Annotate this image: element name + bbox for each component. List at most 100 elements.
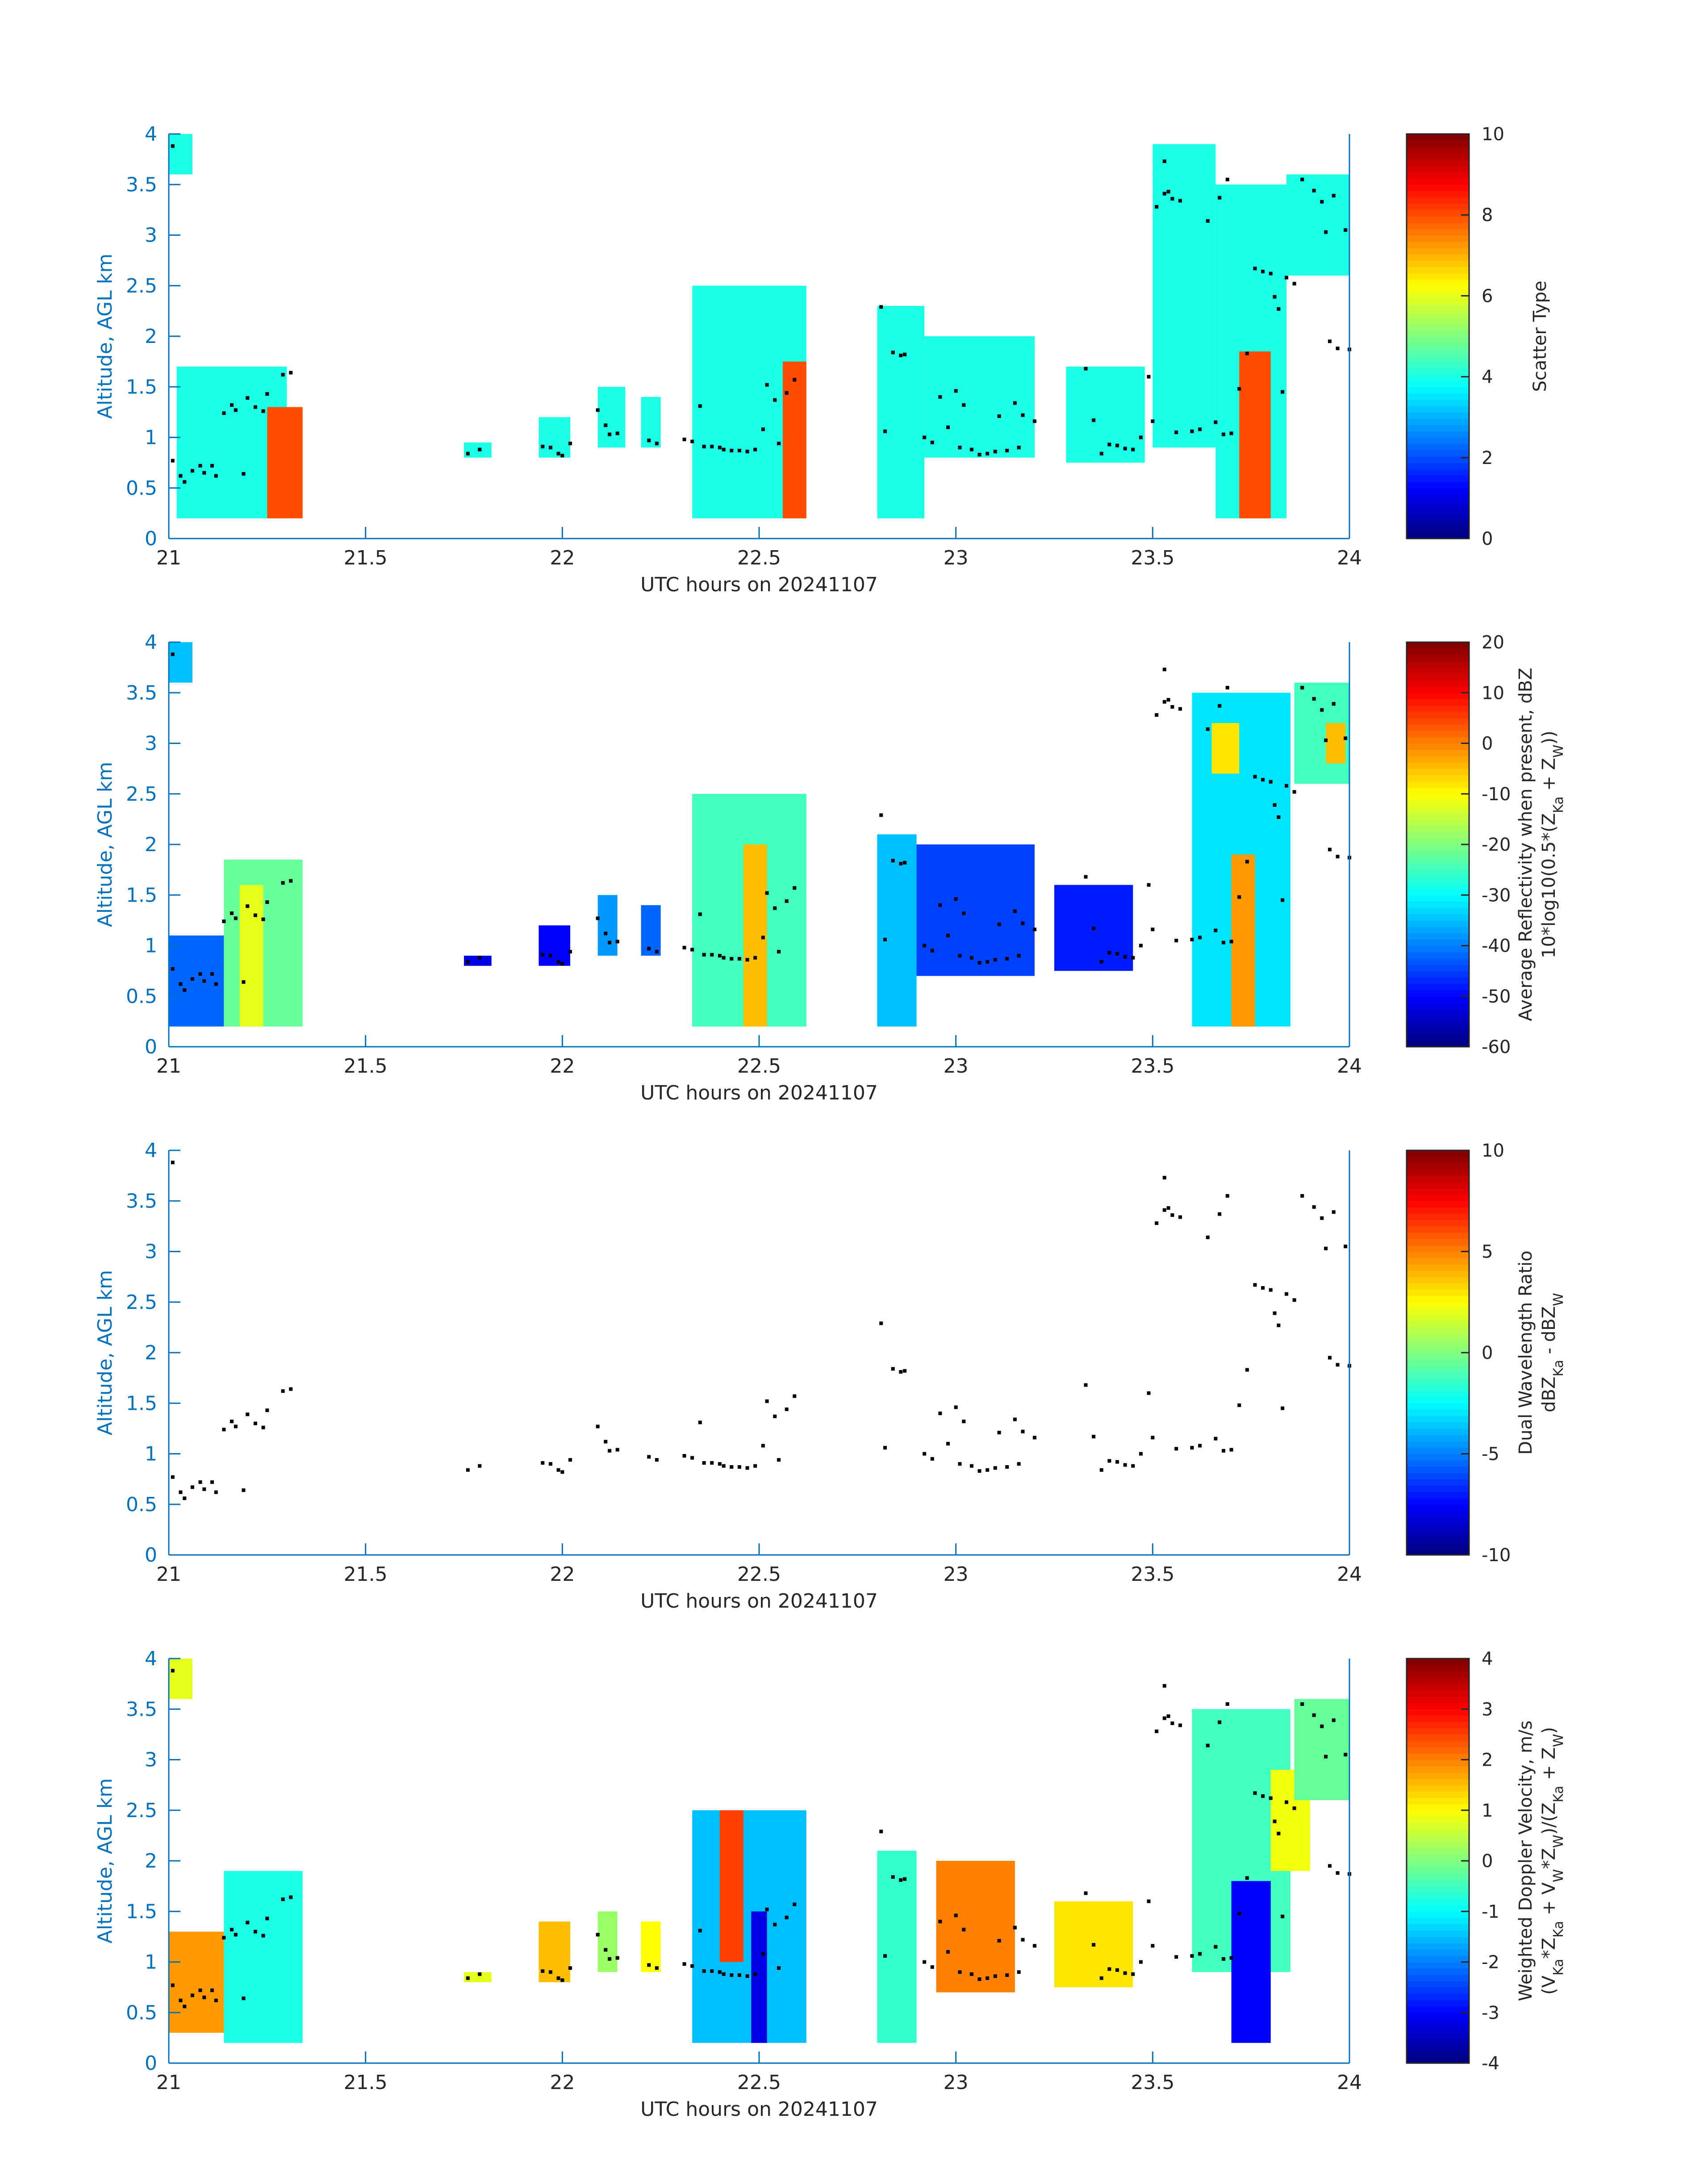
marker-point [478,1972,482,1976]
marker-point [1245,1876,1249,1880]
x-tick-label: 22.5 [737,1563,781,1586]
y-tick-label: 3.5 [126,173,157,196]
colorbar-segment [1407,743,1469,750]
colorbar-segment [1407,648,1469,655]
colorbar-segment [1407,488,1469,495]
colorbar-segment [1407,437,1469,444]
marker-point [1190,1954,1194,1958]
marker-point [737,1973,741,1977]
colorbar-tick-label: -50 [1482,986,1511,1007]
marker-point [230,911,234,915]
marker-point [1115,1460,1119,1464]
marker-point [718,1970,722,1974]
panel-reflectivity: 21 21.5 22 22.5 23 23.5 2400.511.522.533.54UTC… [94,631,1566,1104]
colorbar-segment [1407,667,1469,674]
marker-point [1166,1714,1170,1718]
marker-point [198,1988,202,1992]
colorbar-segment [1407,1665,1469,1671]
marker-point [1229,1956,1233,1960]
colorbar-tick-label: -30 [1482,885,1511,906]
marker-point [1162,700,1166,704]
y-tick-label: 3.5 [126,681,157,704]
colorbar-tick-label: -4 [1482,2053,1499,2074]
marker-point [698,404,702,408]
colorbar-segment [1407,203,1469,210]
marker-point [946,1950,950,1954]
marker-point [655,442,659,446]
y-tick-label: 0 [145,1036,157,1058]
marker-point [730,448,734,452]
colorbar-segment [1407,737,1469,744]
colorbar-segment [1407,526,1469,533]
colorbar-segment [1407,749,1469,756]
marker-point [1214,1945,1218,1949]
marker-point [777,950,781,954]
marker-point [891,351,895,355]
colorbar-tick-label: 10 [1482,1141,1504,1161]
marker-point [765,1907,769,1911]
colorbar-segment [1407,273,1469,280]
marker-point [1284,1292,1288,1296]
colorbar-tick-label: 4 [1482,367,1493,388]
marker-point [891,859,895,863]
marker-point [171,144,175,148]
marker-point [478,447,482,451]
x-tick-label: 23.5 [1131,547,1174,569]
colorbar-segment [1407,323,1469,330]
marker-point [1292,1806,1296,1810]
marker-point [230,1928,234,1932]
marker-point [946,933,950,937]
marker-point [690,439,694,443]
colorbar-segment [1407,1384,1469,1391]
colorbar-segment [1407,1359,1469,1366]
marker-point [1324,1755,1328,1759]
marker-point [548,954,552,958]
marker-point [986,1976,990,1980]
marker-point [171,652,175,656]
colorbar-segment [1407,1409,1469,1417]
marker-point [986,960,990,964]
colorbar-segment [1407,787,1469,794]
marker-point [1155,1730,1159,1734]
colorbar-segment [1407,507,1469,514]
colorbar-segment [1407,1040,1469,1047]
colorbar-segment [1407,1441,1469,1448]
marker-point [1178,199,1182,203]
marker-point [234,1933,238,1937]
x-tick-label: 24 [1337,1055,1362,1078]
marker-point [1092,1434,1096,1438]
x-tick-label: 21 [156,547,181,569]
colorbar-segment [1407,1213,1469,1220]
marker-point [710,444,714,448]
marker-point [647,1455,651,1459]
marker-point [773,398,777,402]
marker-point [1312,1713,1316,1717]
colorbar-segment [1407,1835,1469,1843]
marker-point [604,1948,608,1952]
x-tick-label: 24 [1337,2071,1362,2094]
marker-point [1206,1743,1210,1747]
colorbar-segment [1407,184,1469,192]
colorbar-segment [1407,431,1469,438]
colorbar-segment [1407,907,1469,915]
marker-point [265,900,269,904]
panel-doppler-velocity: 21 21.5 22 22.5 23 23.5 2400.511.522.533.54UTC… [94,1647,1566,2121]
marker-point [997,414,1001,418]
colorbar: -60 -50 -40 -30 -20 -10 0 10 20 Average Reflectiv… [1406,632,1566,1057]
colorbar-segment [1407,197,1469,204]
x-tick-label: 21 [156,1055,181,1078]
marker-point [171,1475,175,1479]
marker-point [1324,738,1328,742]
marker-point [1021,1429,1025,1433]
marker-point [1237,387,1241,391]
marker-point [1292,282,1296,286]
marker-point [556,1468,560,1472]
x-tick-label: 23.5 [1131,1563,1174,1586]
marker-point [246,1921,250,1925]
marker-point [938,1411,942,1415]
marker-point [1253,1791,1257,1795]
y-tick-label: 0 [145,527,157,550]
colorbar-segment [1407,1009,1469,1015]
marker-point [765,383,769,387]
marker-point [1281,390,1285,394]
